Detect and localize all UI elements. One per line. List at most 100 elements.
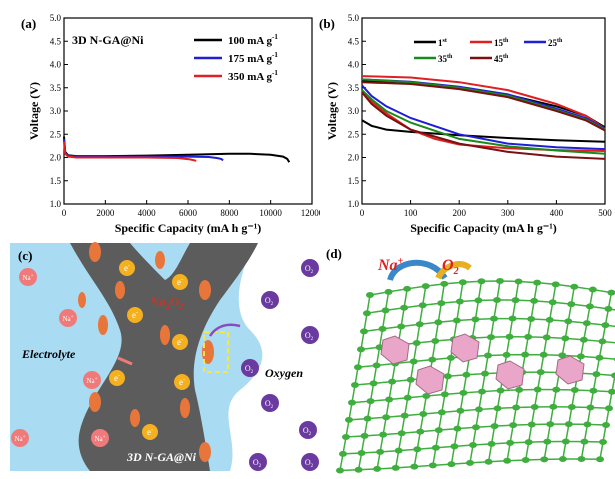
mesh-node bbox=[381, 307, 390, 314]
mesh-node bbox=[539, 351, 548, 358]
oxygen-arrow bbox=[208, 323, 241, 337]
electron bbox=[172, 334, 188, 350]
x-tick-label: 0 bbox=[62, 208, 67, 218]
mesh-node bbox=[456, 407, 465, 414]
mesh-node bbox=[558, 456, 567, 463]
mesh-node bbox=[397, 430, 406, 437]
x-tick-label: 10000 bbox=[259, 208, 282, 218]
electrode-label: 3D N-GA@Ni bbox=[126, 450, 197, 464]
mesh-node bbox=[601, 322, 610, 329]
mesh-node bbox=[484, 458, 493, 465]
na-ion-label: Na+ bbox=[15, 435, 26, 443]
mesh-node bbox=[447, 461, 456, 468]
na-ion bbox=[19, 268, 37, 286]
product-label: Na2O2 bbox=[149, 294, 183, 311]
mesh-node bbox=[452, 317, 461, 324]
mesh-node bbox=[524, 333, 533, 340]
mesh-node bbox=[469, 442, 477, 449]
electron bbox=[119, 260, 135, 276]
o2-molecule bbox=[261, 394, 279, 412]
mesh-node bbox=[503, 457, 512, 464]
y-tick-label: 5.0 bbox=[348, 13, 360, 23]
mesh-node bbox=[431, 444, 440, 451]
mesh-node bbox=[530, 297, 539, 304]
mesh-node bbox=[577, 456, 586, 463]
mesh-node bbox=[363, 310, 371, 317]
o2-label: O2 bbox=[305, 264, 314, 275]
electron bbox=[174, 374, 190, 390]
mesh-node bbox=[570, 386, 579, 393]
mesh-node bbox=[549, 403, 558, 410]
mesh-node bbox=[400, 412, 409, 419]
mesh-node bbox=[580, 438, 589, 445]
mesh-node bbox=[397, 323, 406, 330]
mesh-node bbox=[567, 301, 576, 308]
panel-label: (c) bbox=[18, 248, 32, 263]
mesh-node bbox=[493, 296, 501, 303]
mesh-node bbox=[582, 320, 591, 327]
mesh-node bbox=[363, 415, 372, 422]
x-axis-label: Specific Capacity (mA h g⁻¹) bbox=[115, 221, 262, 235]
mesh-node bbox=[576, 353, 585, 360]
mesh-node bbox=[412, 339, 421, 346]
mesh-node bbox=[527, 315, 536, 322]
mesh-node bbox=[551, 281, 560, 288]
series-charge bbox=[361, 75, 606, 130]
mesh-node bbox=[415, 321, 424, 328]
mesh-node bbox=[592, 371, 601, 378]
mesh-node bbox=[391, 464, 400, 471]
mesh-node bbox=[376, 448, 385, 455]
mesh-node bbox=[511, 297, 520, 304]
electron-label: e- bbox=[132, 310, 138, 320]
mesh-node bbox=[471, 316, 480, 323]
mesh-node bbox=[339, 450, 347, 457]
chart-title: 3D N-GA@Ni bbox=[72, 33, 144, 47]
mesh-node bbox=[446, 354, 455, 361]
mesh-node bbox=[416, 428, 425, 435]
electron bbox=[109, 370, 125, 386]
mesh-node bbox=[443, 373, 452, 380]
legend-label: 1st bbox=[438, 38, 447, 48]
x-axis-label: Specific Capacity (mA h g⁻¹) bbox=[410, 221, 557, 235]
mesh-node bbox=[530, 403, 539, 410]
y-tick-label: 3.0 bbox=[50, 106, 62, 116]
mesh-node bbox=[608, 388, 615, 395]
mesh-node bbox=[487, 440, 496, 447]
mesh-node bbox=[379, 431, 388, 438]
x-tick-label: 6000 bbox=[179, 208, 198, 218]
mesh-node bbox=[403, 285, 412, 292]
mesh-node bbox=[437, 409, 446, 416]
o2-molecule bbox=[299, 421, 317, 439]
na2o2-particle bbox=[415, 365, 445, 395]
mesh-node bbox=[372, 362, 381, 369]
mesh-node bbox=[493, 405, 502, 412]
mesh-node bbox=[546, 421, 555, 428]
o2-label: O2 bbox=[265, 296, 274, 307]
mesh-node bbox=[540, 456, 549, 463]
mesh-node bbox=[598, 338, 607, 345]
mesh-node bbox=[394, 447, 403, 454]
oxygen-label: Oxygen bbox=[265, 366, 303, 380]
electrolyte-label: Electrolyte bbox=[21, 347, 76, 361]
legend-label: 15th bbox=[494, 38, 509, 48]
y-tick-label: 5.0 bbox=[50, 13, 62, 23]
mesh-node bbox=[558, 352, 567, 359]
mesh-node bbox=[354, 466, 363, 473]
x-tick-label: 200 bbox=[452, 208, 466, 218]
na-ion-label: Na+ bbox=[95, 435, 106, 443]
mesh-node bbox=[428, 356, 437, 363]
y-tick-label: 4.5 bbox=[348, 36, 360, 46]
x-tick-label: 2000 bbox=[96, 208, 115, 218]
na-arrow bbox=[117, 356, 133, 366]
y-tick-label: 4.5 bbox=[50, 36, 62, 46]
series-charge bbox=[361, 81, 606, 132]
mesh-node bbox=[345, 416, 353, 423]
mesh-node bbox=[378, 325, 387, 332]
mesh-node bbox=[508, 315, 517, 322]
y-tick-label: 1.0 bbox=[348, 199, 360, 209]
y-axis-label: Voltage (V) bbox=[27, 82, 41, 140]
mesh-node bbox=[589, 387, 598, 394]
mesh-node bbox=[527, 421, 536, 428]
legend-label: 100 mA g-1 bbox=[228, 33, 278, 47]
x-tick-label: 8000 bbox=[220, 208, 239, 218]
